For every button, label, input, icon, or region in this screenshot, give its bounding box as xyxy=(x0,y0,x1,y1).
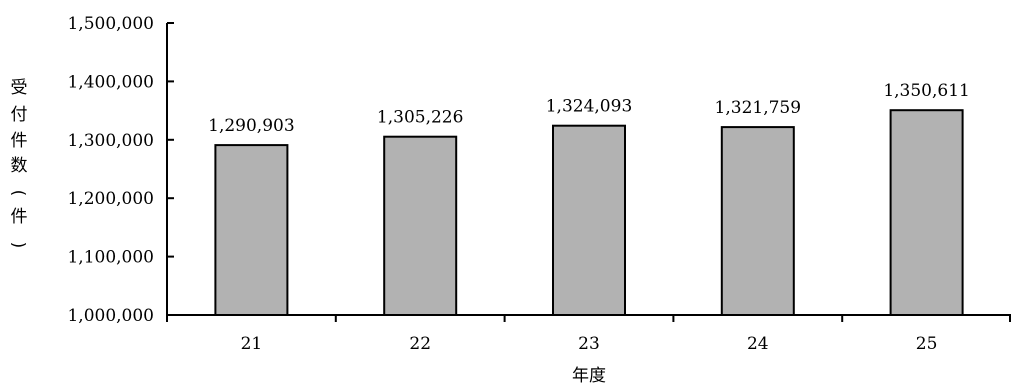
y-axis: 1,000,000 1,100,000 1,200,000 1,300,000 1,40… xyxy=(67,14,174,326)
x-tick-label: 24 xyxy=(747,334,769,354)
bars-layer xyxy=(214,109,964,316)
y-tick-label: 1,300,000 xyxy=(67,131,154,151)
y-axis-title-char: ( xyxy=(8,190,28,197)
x-tick-label: 22 xyxy=(409,334,431,354)
bar-23 xyxy=(552,124,626,316)
y-axis-title-char: 数 xyxy=(11,156,28,176)
x-tick-label: 25 xyxy=(916,334,938,354)
data-labels: 1,290,903 1,305,226 1,324,093 1,321,759 1,35… xyxy=(208,81,970,136)
data-label: 1,290,903 xyxy=(208,116,295,136)
y-tick-label: 1,400,000 xyxy=(67,72,154,92)
x-tick-label: 21 xyxy=(241,334,263,354)
y-tick-label: 1,100,000 xyxy=(67,248,154,268)
y-tick-label: 1,200,000 xyxy=(67,189,154,209)
bar-25 xyxy=(889,109,964,316)
data-label: 1,305,226 xyxy=(377,108,464,128)
x-tick-label: 23 xyxy=(578,334,600,354)
y-axis-title-char: 件 xyxy=(11,131,28,151)
x-axis-title: 年度 xyxy=(572,366,606,385)
bar-24 xyxy=(720,126,795,316)
data-label: 1,324,093 xyxy=(546,97,633,117)
y-tick-label: 1,500,000 xyxy=(67,14,154,34)
bar-21 xyxy=(214,144,289,316)
y-axis-title-char: ) xyxy=(8,242,28,249)
y-axis-title-char: 付 xyxy=(11,105,28,125)
bar-22 xyxy=(383,135,458,316)
y-axis-title-char: 件 xyxy=(11,207,28,227)
data-label: 1,321,759 xyxy=(715,98,802,118)
y-axis-title-char: 受 xyxy=(11,78,28,98)
y-tick-label: 1,000,000 xyxy=(67,306,154,326)
data-label: 1,350,611 xyxy=(883,81,970,101)
x-axis: 21 22 23 24 25 xyxy=(166,314,1011,354)
